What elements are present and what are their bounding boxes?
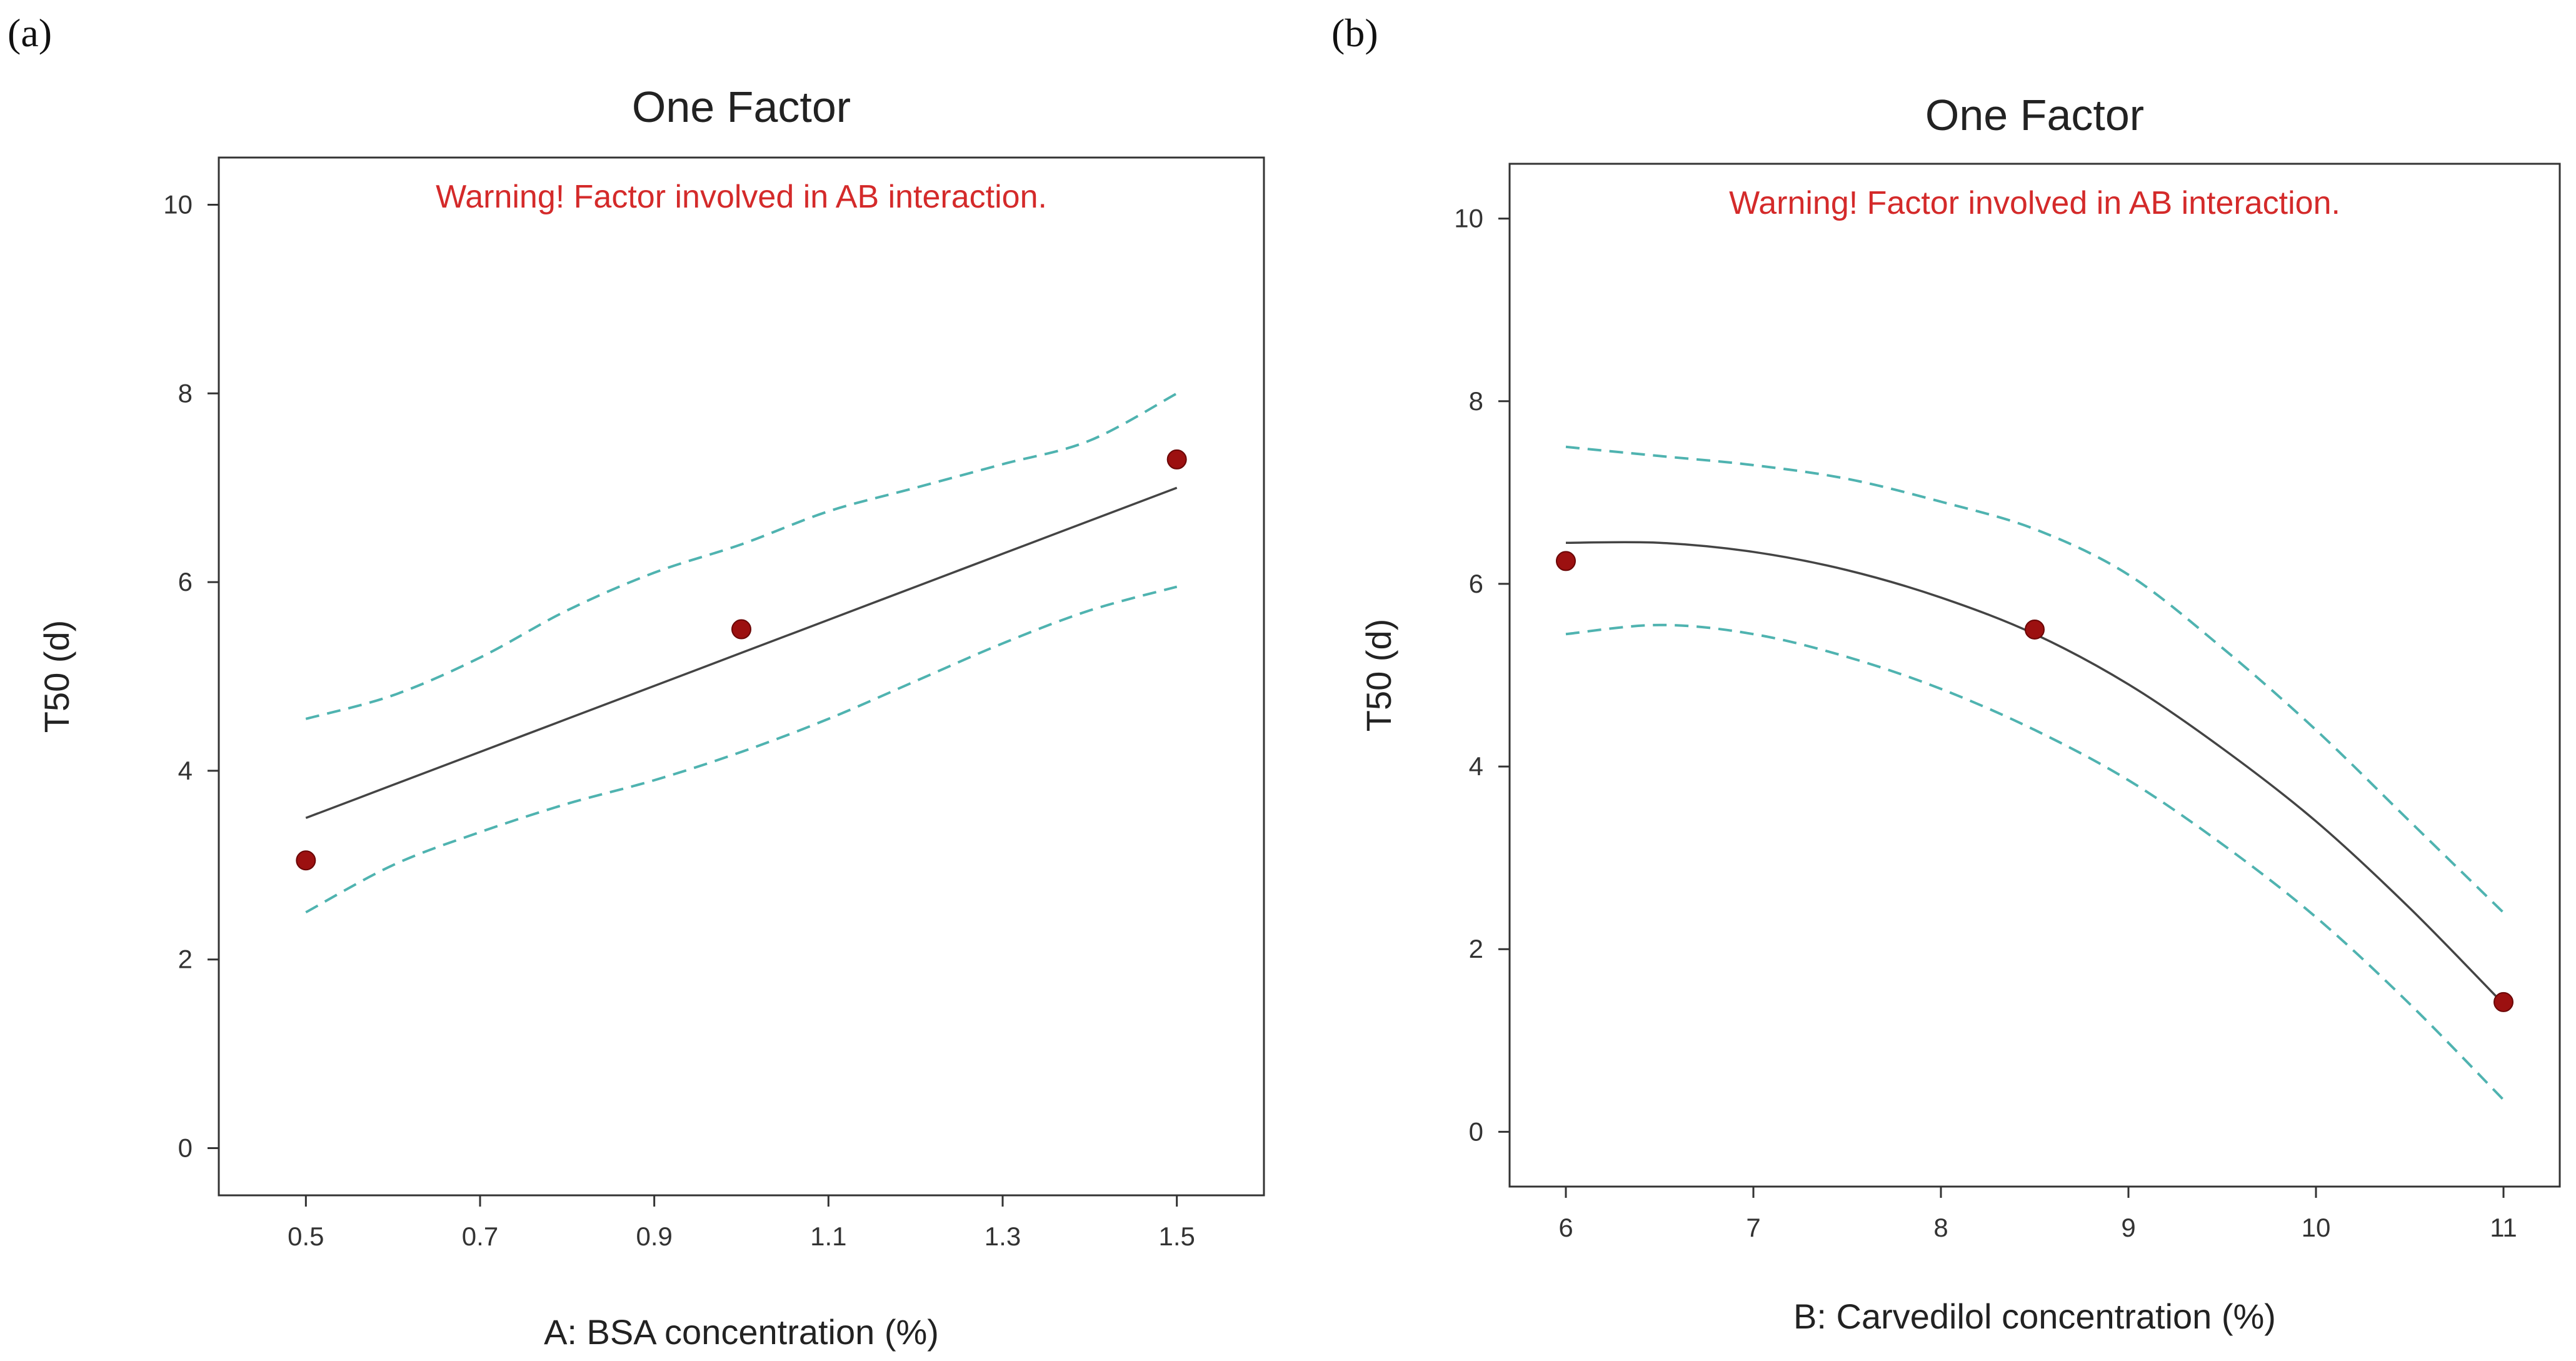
x-tick-label-b: 8 (1933, 1213, 1948, 1242)
x-tick-label-a: 0.7 (462, 1222, 498, 1251)
plot-frame-b (1508, 163, 2561, 1188)
data-point-b (1556, 551, 1576, 571)
y-tick-label-b: 4 (1469, 751, 1483, 781)
ci-lower-line-b (1565, 623, 2505, 1101)
ci-lower-line-a (305, 585, 1178, 914)
fit-line-a (305, 486, 1178, 820)
y-tick-label-a: 10 (163, 189, 193, 219)
ci-upper-line-a (305, 392, 1178, 720)
y-tick-label-b: 10 (1454, 204, 1483, 233)
y-axis-label-a: T50 (d) (37, 620, 76, 733)
data-point-a (296, 850, 316, 871)
x-tick-label-a: 1.1 (810, 1222, 846, 1251)
x-axis-label-b: B: Carvedilol concentration (%) (1793, 1297, 2276, 1336)
x-tick-label-b: 9 (2121, 1213, 2135, 1242)
x-tick-label-b: 10 (2302, 1213, 2331, 1242)
data-point-b (2493, 992, 2513, 1012)
x-tick-label-a: 0.5 (288, 1222, 324, 1251)
ci-upper-line-b (1565, 445, 2505, 914)
fit-line-b (1565, 541, 2505, 1005)
y-tick-label-a: 2 (178, 945, 193, 974)
panel-label-a: (a) (8, 11, 53, 55)
x-tick-label-a: 1.5 (1158, 1222, 1195, 1251)
y-tick-label-b: 0 (1469, 1117, 1483, 1146)
y-axis-label-b: T50 (d) (1359, 619, 1398, 732)
y-tick-label-b: 8 (1469, 386, 1483, 416)
x-tick-label-a: 0.9 (636, 1222, 672, 1251)
y-tick-label-b: 6 (1469, 569, 1483, 598)
data-point-a (731, 619, 751, 640)
warning-annotation-a: Warning! Factor involved in AB interacti… (436, 179, 1047, 215)
x-tick-label-b: 11 (2490, 1213, 2517, 1242)
panel-label-b: (b) (1331, 11, 1378, 55)
chart-title-a: One Factor (632, 83, 851, 131)
plot-frame-a (218, 156, 1265, 1197)
data-point-b (2025, 619, 2045, 640)
y-tick-label-a: 8 (178, 378, 193, 408)
y-tick-label-a: 4 (178, 756, 193, 785)
y-tick-label-a: 0 (178, 1133, 193, 1163)
y-tick-label-b: 2 (1469, 934, 1483, 963)
data-point-a (1166, 449, 1187, 470)
warning-annotation-b: Warning! Factor involved in AB interacti… (1729, 185, 2340, 221)
x-axis-label-a: A: BSA concentration (%) (544, 1312, 939, 1352)
x-tick-label-a: 1.3 (985, 1222, 1021, 1251)
x-tick-label-b: 7 (1746, 1213, 1760, 1242)
y-tick-label-a: 6 (178, 567, 193, 596)
x-tick-label-b: 6 (1558, 1213, 1573, 1242)
chart-title-b: One Factor (1925, 91, 2144, 139)
